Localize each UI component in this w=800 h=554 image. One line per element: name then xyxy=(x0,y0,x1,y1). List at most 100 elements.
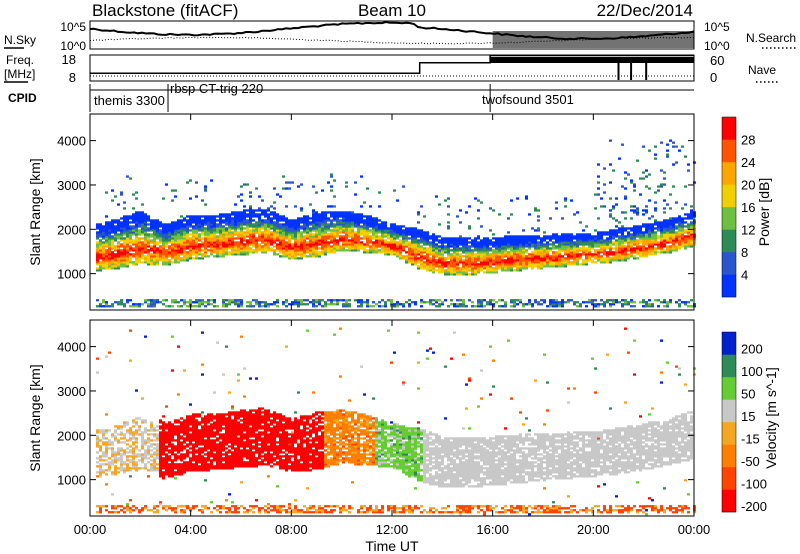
heatmap-cell xyxy=(141,219,144,222)
heatmap-cell xyxy=(111,435,114,438)
heatmap-cell xyxy=(120,227,123,230)
heatmap-cell xyxy=(432,263,435,266)
heatmap-cell xyxy=(252,239,255,242)
heatmap-cell xyxy=(546,243,549,246)
nave-tick-bottom: 0 xyxy=(710,70,717,85)
heatmap-cell xyxy=(210,299,213,302)
heatmap-cell xyxy=(393,305,396,308)
heatmap-cell xyxy=(291,247,294,250)
heatmap-cell xyxy=(321,247,324,250)
heatmap-cell xyxy=(390,245,393,248)
heatmap-cell xyxy=(162,239,165,242)
heatmap-cell xyxy=(612,205,615,208)
heatmap-cell xyxy=(306,221,309,224)
heatmap-cell xyxy=(138,453,141,456)
heatmap-cell xyxy=(177,433,180,436)
heatmap-cell xyxy=(303,303,306,306)
heatmap-cell xyxy=(276,229,279,232)
heatmap-cell xyxy=(285,235,288,238)
heatmap-cell xyxy=(492,257,495,260)
heatmap-cell xyxy=(147,253,150,256)
heatmap-cell xyxy=(381,251,384,254)
heatmap-cell xyxy=(594,237,597,240)
heatmap-cell xyxy=(129,439,132,442)
heatmap-cell xyxy=(108,443,111,446)
heatmap-cell xyxy=(102,253,105,256)
heatmap-cell xyxy=(171,447,174,450)
heatmap-cell xyxy=(150,469,153,472)
heatmap-cell xyxy=(561,247,564,250)
heatmap-cell xyxy=(363,237,366,240)
heatmap-cell xyxy=(441,243,444,246)
heatmap-cell xyxy=(576,259,579,262)
heatmap-cell xyxy=(624,253,627,256)
heatmap-cell xyxy=(597,259,600,262)
heatmap-cell xyxy=(117,453,120,456)
heatmap-cell xyxy=(519,239,522,242)
heatmap-cell xyxy=(462,299,465,302)
heatmap-cell xyxy=(381,245,384,248)
heatmap-cell xyxy=(675,231,678,234)
heatmap-cell xyxy=(420,301,423,304)
heatmap-cell xyxy=(372,245,375,248)
heatmap-cell xyxy=(189,239,192,242)
heatmap-cell xyxy=(126,299,129,302)
heatmap-cell xyxy=(585,247,588,250)
heatmap-cell xyxy=(507,217,510,220)
heatmap-cell xyxy=(201,303,204,306)
heatmap-cell xyxy=(96,371,99,374)
heatmap-cell xyxy=(342,237,345,240)
heatmap-cell xyxy=(183,223,186,226)
heatmap-cell xyxy=(105,473,108,476)
heatmap-cell xyxy=(630,251,633,254)
heatmap-cell xyxy=(198,299,201,302)
heatmap-cell xyxy=(129,305,132,308)
heatmap-cell xyxy=(180,459,183,462)
heatmap-cell xyxy=(120,465,123,468)
heatmap-cell xyxy=(114,225,117,228)
heatmap-cell xyxy=(159,467,162,470)
heatmap-cell xyxy=(189,179,192,182)
heatmap-cell xyxy=(366,231,369,234)
heatmap-cell xyxy=(141,441,144,444)
heatmap-cell xyxy=(603,231,606,234)
heatmap-cell xyxy=(126,257,129,260)
heatmap-cell xyxy=(348,299,351,302)
heatmap-cell xyxy=(150,241,153,244)
heatmap-cell xyxy=(426,257,429,260)
heatmap-cell xyxy=(165,459,168,462)
heatmap-cell xyxy=(237,223,240,226)
heatmap-cell xyxy=(636,235,639,238)
heatmap-cell xyxy=(630,241,633,244)
heatmap-cell xyxy=(156,259,159,262)
heatmap-cell xyxy=(591,235,594,238)
heatmap-cell xyxy=(612,251,615,254)
heatmap-cell xyxy=(240,237,243,240)
heatmap-cell xyxy=(159,259,162,262)
heatmap-cell xyxy=(372,251,375,254)
heatmap-cell xyxy=(594,299,597,302)
heatmap-cell xyxy=(375,223,378,226)
heatmap-cell xyxy=(384,231,387,234)
heatmap-cell xyxy=(603,251,606,254)
heatmap-cell xyxy=(324,253,327,256)
heatmap-cell xyxy=(570,239,573,242)
heatmap-cell xyxy=(648,217,651,220)
heatmap-cell xyxy=(672,227,675,230)
heatmap-cell xyxy=(465,271,468,274)
heatmap-cell xyxy=(486,253,489,256)
heatmap-cell xyxy=(174,237,177,240)
heatmap-cell xyxy=(447,273,450,276)
heatmap-cell xyxy=(117,457,120,460)
heatmap-cell xyxy=(201,225,204,228)
heatmap-cell xyxy=(240,247,243,250)
heatmap-cell xyxy=(231,221,234,224)
heatmap-cell xyxy=(279,195,282,198)
heatmap-cell xyxy=(438,267,441,270)
heatmap-cell xyxy=(213,255,216,258)
heatmap-cell xyxy=(162,471,165,474)
heatmap-cell xyxy=(135,259,138,262)
heatmap-cell xyxy=(186,215,189,218)
heatmap-cell xyxy=(453,263,456,266)
heatmap-cell xyxy=(300,243,303,246)
